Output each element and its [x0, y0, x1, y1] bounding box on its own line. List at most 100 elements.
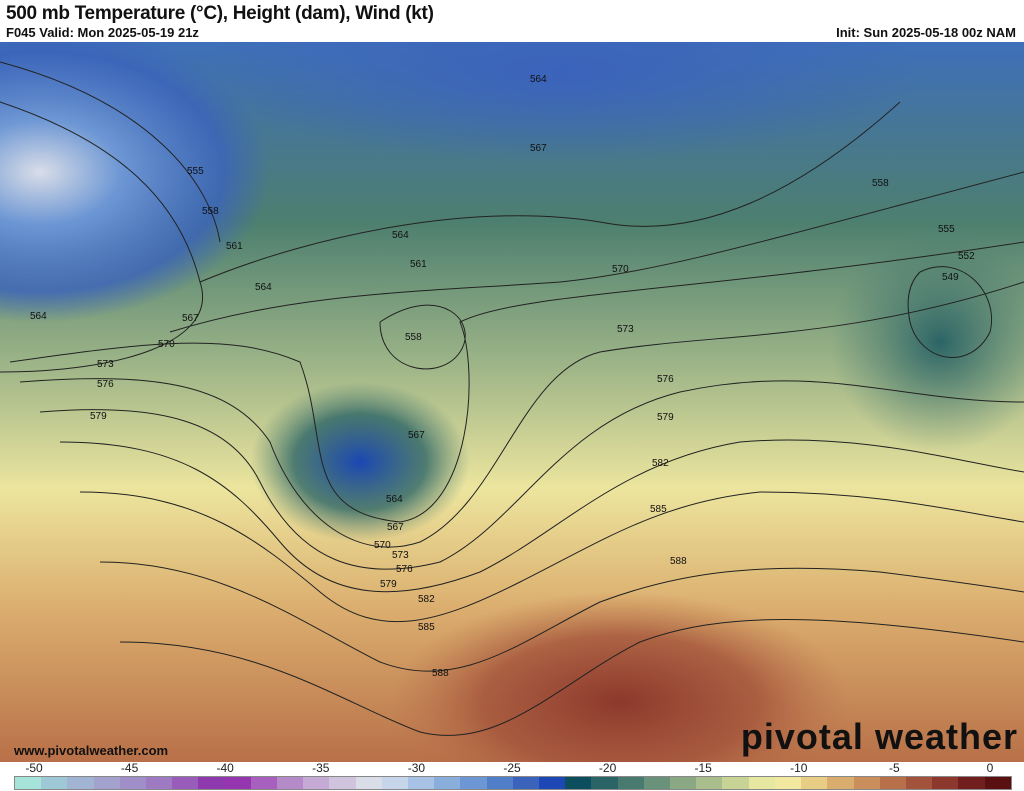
contour-label: 558 [405, 332, 422, 343]
valid-time: F045 Valid: Mon 2025-05-19 21z [6, 25, 199, 40]
colorbar-swatch [905, 777, 933, 789]
init-time: Init: Sun 2025-05-18 00z NAM [836, 25, 1016, 40]
contour-label: 579 [380, 579, 397, 590]
contour-label: 570 [374, 540, 391, 551]
contour-label: 576 [657, 374, 674, 385]
contour-label: 573 [97, 359, 114, 370]
colorbar-tick: -5 [889, 761, 900, 775]
height-contour [199, 101, 901, 283]
contour-label: 573 [392, 550, 409, 561]
colorbar-swatch [932, 777, 959, 789]
colorbar-swatch [434, 777, 461, 789]
colorbar-swatch [119, 777, 147, 789]
colorbar-tick: -40 [216, 761, 234, 775]
colorbar-ticks: -50 -45 -40 -35 -30 -25 -20 -15 -10 -5 0 [0, 761, 1024, 775]
height-contour [79, 491, 1024, 623]
colorbar-swatch [643, 777, 671, 789]
warm-pool [390, 592, 850, 762]
colorbar-swatch [408, 777, 435, 789]
pacific-cold-pool [0, 42, 270, 322]
contour-label: 567 [182, 313, 199, 324]
height-contour [59, 439, 1024, 593]
contour-label: 573 [617, 324, 634, 335]
contour-label: 588 [432, 668, 449, 679]
colorbar-swatch [93, 777, 120, 789]
height-contour [169, 171, 1024, 333]
map-title: 500 mb Temperature (°C), Height (dam), W… [6, 3, 434, 24]
contour-label: 549 [942, 272, 959, 283]
colorbar-swatch [565, 777, 592, 789]
contour-label: 585 [650, 504, 667, 515]
contour-label: 579 [657, 412, 674, 423]
colorbar-tick: -30 [407, 761, 426, 775]
contour-label: 576 [97, 379, 114, 390]
contour-label: 564 [386, 494, 403, 505]
colorbar-swatch [774, 777, 802, 789]
colorbar-swatch [198, 777, 225, 789]
height-contour [9, 241, 1024, 523]
colorbar-swatch [617, 777, 644, 789]
colorbar-tick: -35 [312, 761, 330, 775]
colorbar-swatch [958, 777, 985, 789]
contour-label: 555 [938, 224, 955, 235]
height-contour [99, 561, 1024, 672]
contour-label: 564 [30, 311, 47, 322]
colorbar-swatch [591, 777, 618, 789]
colorbar-tick: -15 [694, 761, 712, 775]
colorbar-swatch [722, 777, 749, 789]
cold-band [200, 42, 920, 162]
atlantic-low [830, 232, 1024, 452]
contour-label: 576 [396, 564, 413, 575]
colorbar-swatch [250, 777, 278, 789]
contour-label: 564 [530, 74, 547, 85]
colorbar-swatch [748, 777, 775, 789]
colorbar-swatch [355, 777, 382, 789]
contour-label: 567 [387, 522, 404, 533]
contour-label: 561 [410, 259, 427, 270]
colorbar-swatch [277, 777, 304, 789]
height-contour [19, 281, 1024, 548]
contour-label: 567 [530, 143, 547, 154]
colorbar-swatch [15, 777, 42, 789]
height-contour [39, 380, 1024, 570]
colorbar-swatch [486, 777, 513, 789]
contour-label: 552 [958, 251, 975, 262]
colorbar-swatch [696, 777, 723, 789]
colorbar-tick: -25 [503, 761, 521, 775]
colorbar-swatch [801, 777, 828, 789]
colorbar-swatch [41, 777, 68, 789]
contour-label: 567 [408, 430, 425, 441]
colorbar-swatch [827, 777, 854, 789]
contour-label: 558 [202, 206, 219, 217]
contour-label: 570 [612, 264, 629, 275]
contour-label: 579 [90, 411, 107, 422]
website-label: www.pivotalweather.com [14, 743, 169, 758]
colorbar-tick: -50 [25, 761, 43, 775]
contour-label: 582 [418, 594, 435, 605]
height-contour [119, 619, 1024, 737]
brand-logo: pivotal weather [740, 716, 1018, 757]
contour-label: 555 [187, 166, 204, 177]
height-contour [379, 304, 466, 370]
colorbar-tick: -10 [790, 761, 808, 775]
colorbar-swatch [853, 777, 880, 789]
colorbar-tick: -45 [120, 761, 139, 775]
western-low [250, 382, 470, 542]
colorbar-swatch [460, 777, 487, 789]
contour-label: 570 [158, 339, 175, 350]
colorbar-swatch [512, 777, 540, 789]
contour-label: 585 [418, 622, 435, 633]
colorbar-swatch [146, 777, 173, 789]
contour-label: 564 [392, 230, 409, 241]
contour-label: 558 [872, 178, 889, 189]
temperature-colorbar [14, 776, 1012, 790]
colorbar-swatch [224, 777, 251, 789]
colorbar-swatch [67, 777, 94, 789]
colorbar-swatch [670, 777, 697, 789]
contour-label: 582 [652, 458, 669, 469]
height-contours [0, 61, 1024, 737]
colorbar-swatch [879, 777, 906, 789]
colorbar-tick: -20 [598, 761, 617, 775]
